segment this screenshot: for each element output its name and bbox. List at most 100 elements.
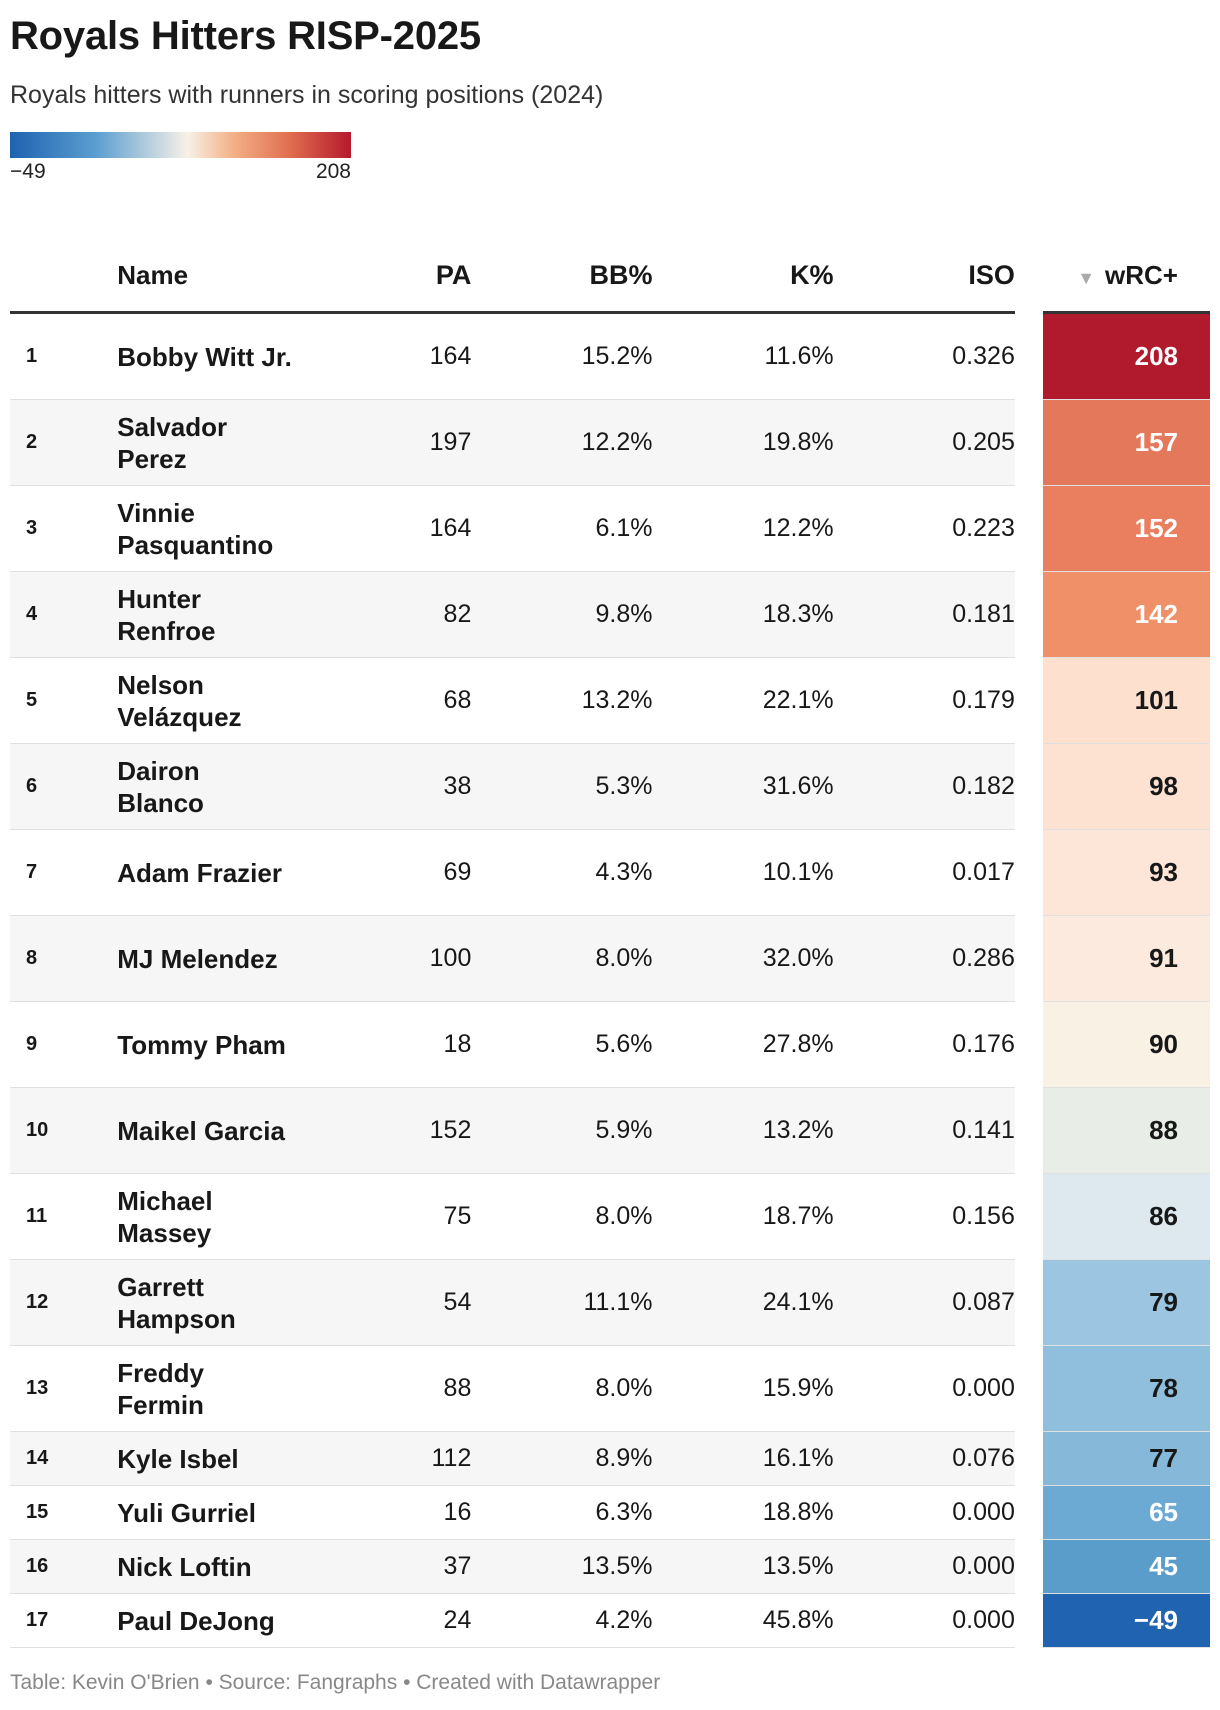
pa-cell: 197	[293, 399, 472, 486]
table-row: 12 Garrett Hampson 54 11.1% 24.1% 0.087 79	[10, 1259, 1210, 1346]
iso-cell: 0.176	[833, 1001, 1029, 1088]
sort-descending-icon: ▼	[1077, 267, 1096, 288]
table-row: 4 Hunter Renfroe 82 9.8% 18.3% 0.181 142	[10, 571, 1210, 658]
pa-cell: 24	[293, 1593, 472, 1648]
wrc-cell: 208	[1014, 312, 1210, 400]
pa-cell: 112	[293, 1431, 472, 1486]
bb-cell: 6.3%	[471, 1485, 653, 1540]
k-cell: 32.0%	[652, 915, 834, 1002]
name-cell: Adam Frazier	[117, 829, 294, 916]
iso-cell: 0.286	[833, 915, 1029, 1002]
table-row: 16 Nick Loftin 37 13.5% 13.5% 0.000 45	[10, 1539, 1210, 1594]
bb-cell: 15.2%	[471, 312, 653, 400]
pa-cell: 16	[293, 1485, 472, 1540]
table-row: 7 Adam Frazier 69 4.3% 10.1% 0.017 93	[10, 829, 1210, 916]
name-cell: Vinnie Pasquantino	[117, 485, 294, 572]
legend-min-label: −49	[10, 160, 46, 183]
pa-cell: 18	[293, 1001, 472, 1088]
k-cell: 27.8%	[652, 1001, 834, 1088]
name-cell: Tommy Pham	[117, 1001, 294, 1088]
bb-cell: 5.3%	[471, 743, 653, 830]
iso-cell: 0.076	[833, 1431, 1029, 1486]
name-cell: Yuli Gurriel	[117, 1485, 294, 1540]
chart-title: Royals Hitters RISP-2025	[10, 14, 481, 58]
iso-cell: 0.087	[833, 1259, 1029, 1346]
rank-cell: 3	[10, 485, 118, 572]
table-row: 14 Kyle Isbel 112 8.9% 16.1% 0.076 77	[10, 1431, 1210, 1486]
name-cell: Nelson Velázquez	[117, 657, 294, 744]
iso-cell: 0.141	[833, 1087, 1029, 1174]
wrc-cell: 77	[1014, 1431, 1210, 1486]
iso-cell: 0.000	[833, 1593, 1029, 1648]
wrc-cell: 91	[1014, 915, 1210, 1002]
column-header-wrc-label: wRC+	[1105, 259, 1178, 290]
name-cell: Maikel Garcia	[117, 1087, 294, 1174]
wrc-cell: 142	[1014, 571, 1210, 658]
column-header-wrc[interactable]: ▼ wRC+	[1014, 239, 1210, 314]
rank-cell: 7	[10, 829, 118, 916]
rank-cell: 13	[10, 1345, 118, 1432]
table-row: 8 MJ Melendez 100 8.0% 32.0% 0.286 91	[10, 915, 1210, 1002]
bb-cell: 8.9%	[471, 1431, 653, 1486]
bb-cell: 8.0%	[471, 1345, 653, 1432]
table-row: 17 Paul DeJong 24 4.2% 45.8% 0.000 −49	[10, 1593, 1210, 1648]
rank-cell: 1	[10, 312, 118, 400]
column-header-k[interactable]: K%	[652, 239, 834, 314]
wrc-cell: 78	[1014, 1345, 1210, 1432]
wrc-cell: 45	[1014, 1539, 1210, 1594]
k-cell: 10.1%	[652, 829, 834, 916]
k-cell: 31.6%	[652, 743, 834, 830]
pa-cell: 37	[293, 1539, 472, 1594]
name-cell: Michael Massey	[117, 1173, 294, 1260]
name-cell: Hunter Renfroe	[117, 571, 294, 658]
table-row: 2 Salvador Perez 197 12.2% 19.8% 0.205 157	[10, 399, 1210, 486]
name-cell: Paul DeJong	[117, 1593, 294, 1648]
bb-cell: 4.2%	[471, 1593, 653, 1648]
rank-cell: 10	[10, 1087, 118, 1174]
column-header-rank[interactable]	[10, 239, 118, 314]
table-header-row: Name PA BB% K% ISO ▼ wRC+	[10, 239, 1210, 314]
rank-cell: 16	[10, 1539, 118, 1594]
column-header-bb[interactable]: BB%	[471, 239, 653, 314]
table-row: 15 Yuli Gurriel 16 6.3% 18.8% 0.000 65	[10, 1485, 1210, 1540]
table-row: 10 Maikel Garcia 152 5.9% 13.2% 0.141 88	[10, 1087, 1210, 1174]
chart-subtitle: Royals hitters with runners in scoring p…	[10, 81, 604, 109]
bb-cell: 13.2%	[471, 657, 653, 744]
k-cell: 13.2%	[652, 1087, 834, 1174]
name-cell: Freddy Fermin	[117, 1345, 294, 1432]
pa-cell: 152	[293, 1087, 472, 1174]
column-header-iso[interactable]: ISO	[833, 239, 1029, 314]
pa-cell: 164	[293, 312, 472, 400]
rank-cell: 4	[10, 571, 118, 658]
k-cell: 13.5%	[652, 1539, 834, 1594]
wrc-cell: 93	[1014, 829, 1210, 916]
k-cell: 24.1%	[652, 1259, 834, 1346]
stats-table: Name PA BB% K% ISO ▼ wRC+ 1 Bobby Witt Jr.…	[10, 239, 1210, 1648]
name-cell: Salvador Perez	[117, 399, 294, 486]
column-header-pa[interactable]: PA	[293, 239, 472, 314]
table-row: 1 Bobby Witt Jr. 164 15.2% 11.6% 0.326 208	[10, 312, 1210, 400]
iso-cell: 0.326	[833, 312, 1029, 400]
rank-cell: 12	[10, 1259, 118, 1346]
legend-max-label: 208	[315, 160, 351, 183]
bb-cell: 12.2%	[471, 399, 653, 486]
k-cell: 12.2%	[652, 485, 834, 572]
wrc-cell: 88	[1014, 1087, 1210, 1174]
pa-cell: 88	[293, 1345, 472, 1432]
name-cell: MJ Melendez	[117, 915, 294, 1002]
bb-cell: 8.0%	[471, 915, 653, 1002]
pa-cell: 38	[293, 743, 472, 830]
iso-cell: 0.000	[833, 1485, 1029, 1540]
table-body: 1 Bobby Witt Jr. 164 15.2% 11.6% 0.326 208 2 Sal…	[10, 312, 1210, 1648]
column-header-name[interactable]: Name	[117, 239, 294, 314]
name-cell: Garrett Hampson	[117, 1259, 294, 1346]
bb-cell: 8.0%	[471, 1173, 653, 1260]
k-cell: 18.3%	[652, 571, 834, 658]
k-cell: 19.8%	[652, 399, 834, 486]
wrc-cell: 79	[1014, 1259, 1210, 1346]
iso-cell: 0.182	[833, 743, 1029, 830]
wrc-cell: 86	[1014, 1173, 1210, 1260]
pa-cell: 100	[293, 915, 472, 1002]
wrc-cell: 98	[1014, 743, 1210, 830]
k-cell: 11.6%	[652, 312, 834, 400]
